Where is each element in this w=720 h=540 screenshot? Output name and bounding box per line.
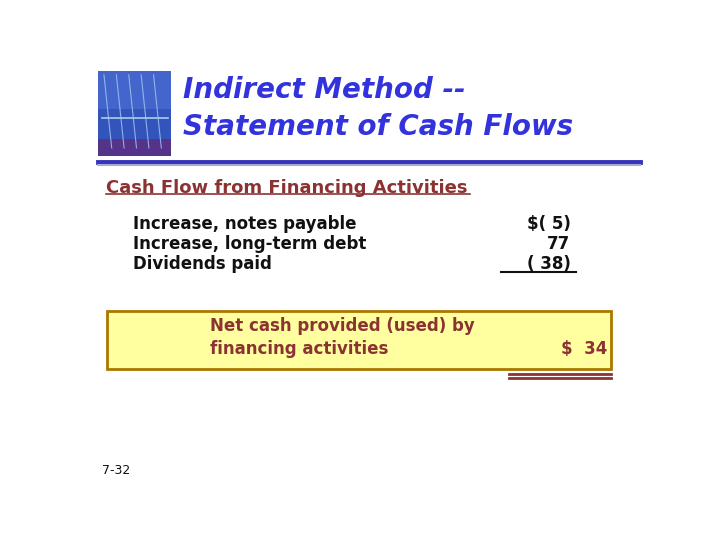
Text: Statement of Cash Flows: Statement of Cash Flows bbox=[183, 112, 573, 140]
Text: 7-32: 7-32 bbox=[102, 464, 130, 477]
FancyBboxPatch shape bbox=[107, 311, 611, 369]
Text: Increase, notes payable: Increase, notes payable bbox=[132, 215, 356, 233]
Text: Net cash provided (used) by: Net cash provided (used) by bbox=[210, 318, 475, 335]
Text: Cash Flow from Financing Activities: Cash Flow from Financing Activities bbox=[106, 179, 467, 197]
FancyBboxPatch shape bbox=[98, 139, 171, 156]
FancyBboxPatch shape bbox=[98, 71, 171, 109]
Text: $  34: $ 34 bbox=[562, 340, 608, 359]
Text: $( 5): $( 5) bbox=[526, 215, 570, 233]
Text: Dividends paid: Dividends paid bbox=[132, 255, 271, 273]
FancyBboxPatch shape bbox=[98, 109, 171, 139]
Text: Increase, long-term debt: Increase, long-term debt bbox=[132, 235, 366, 253]
Text: 77: 77 bbox=[547, 235, 570, 253]
FancyBboxPatch shape bbox=[98, 71, 171, 156]
Text: Indirect Method --: Indirect Method -- bbox=[183, 76, 466, 104]
Text: ( 38): ( 38) bbox=[526, 255, 570, 273]
Text: financing activities: financing activities bbox=[210, 340, 389, 359]
